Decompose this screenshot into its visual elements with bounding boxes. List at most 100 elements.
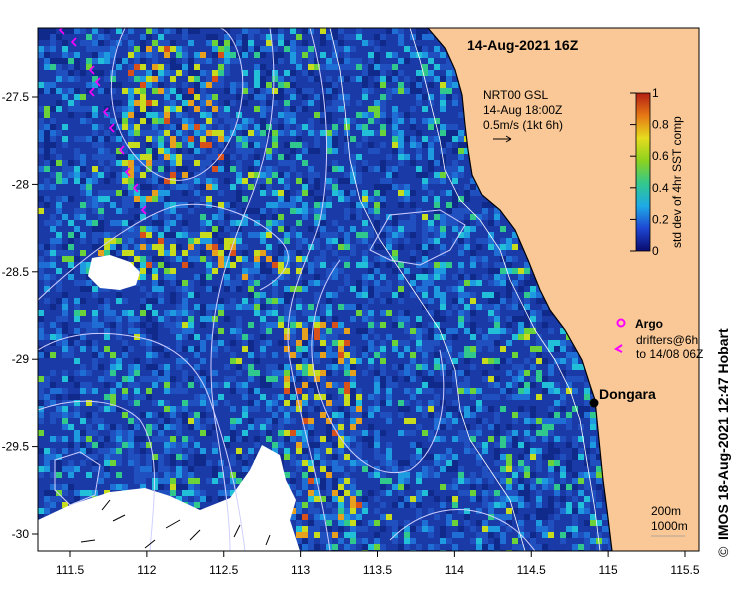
sst-pixel — [584, 472, 590, 478]
sst-pixel — [308, 394, 314, 400]
sst-pixel — [392, 76, 398, 82]
sst-pixel — [302, 526, 308, 532]
sst-pixel — [56, 34, 62, 40]
sst-pixel — [350, 178, 356, 184]
sst-pixel — [572, 442, 578, 448]
sst-pixel — [152, 322, 158, 328]
sst-pixel — [512, 394, 518, 400]
sst-pixel — [314, 544, 320, 550]
sst-pixel — [320, 388, 326, 394]
sst-pixel — [356, 400, 362, 406]
sst-pixel — [566, 508, 572, 514]
sst-pixel — [200, 232, 206, 238]
sst-pixel — [236, 436, 242, 442]
sst-pixel — [104, 250, 110, 256]
sst-pixel — [398, 400, 404, 406]
sst-pixel — [62, 178, 68, 184]
sst-pixel — [404, 190, 410, 196]
sst-pixel — [242, 34, 248, 40]
sst-pixel — [128, 52, 134, 58]
sst-pixel — [194, 376, 200, 382]
sst-pixel — [320, 352, 326, 358]
sst-pixel — [44, 454, 50, 460]
sst-pixel — [512, 472, 518, 478]
sst-pixel — [56, 490, 62, 496]
sst-pixel — [158, 490, 164, 496]
sst-pixel — [500, 520, 506, 526]
sst-pixel — [374, 544, 380, 550]
sst-pixel — [482, 406, 488, 412]
sst-pixel — [584, 394, 590, 400]
sst-pixel — [338, 490, 344, 496]
sst-pixel — [62, 406, 68, 412]
sst-pixel — [494, 274, 500, 280]
sst-pixel — [296, 346, 302, 352]
sst-pixel — [164, 112, 170, 118]
sst-pixel — [374, 532, 380, 538]
sst-pixel — [296, 340, 302, 346]
sst-pixel — [248, 364, 254, 370]
sst-pixel — [338, 196, 344, 202]
sst-pixel — [182, 34, 188, 40]
sst-pixel — [536, 448, 542, 454]
sst-pixel — [308, 52, 314, 58]
sst-pixel — [314, 148, 320, 154]
sst-pixel — [128, 130, 134, 136]
sst-pixel — [338, 268, 344, 274]
sst-pixel — [164, 88, 170, 94]
sst-pixel — [80, 418, 86, 424]
sst-pixel — [62, 466, 68, 472]
sst-pixel — [314, 328, 320, 334]
sst-pixel — [218, 238, 224, 244]
sst-pixel — [212, 472, 218, 478]
sst-pixel — [62, 58, 68, 64]
sst-pixel — [296, 256, 302, 262]
sst-pixel — [254, 28, 260, 34]
sst-pixel — [200, 58, 206, 64]
sst-pixel — [194, 490, 200, 496]
sst-pixel — [434, 514, 440, 520]
sst-pixel — [62, 52, 68, 58]
sst-pixel — [380, 184, 386, 190]
sst-pixel — [140, 376, 146, 382]
sst-pixel — [140, 172, 146, 178]
sst-pixel — [98, 58, 104, 64]
sst-pixel — [182, 304, 188, 310]
sst-pixel — [74, 172, 80, 178]
sst-pixel — [398, 544, 404, 550]
sst-pixel — [410, 220, 416, 226]
sst-pixel — [224, 400, 230, 406]
sst-pixel — [416, 334, 422, 340]
sst-pixel — [422, 292, 428, 298]
sst-pixel — [92, 442, 98, 448]
sst-pixel — [308, 460, 314, 466]
sst-pixel — [386, 376, 392, 382]
sst-pixel — [242, 394, 248, 400]
sst-pixel — [242, 220, 248, 226]
sst-pixel — [380, 100, 386, 106]
sst-pixel — [158, 190, 164, 196]
sst-pixel — [434, 382, 440, 388]
sst-pixel — [560, 358, 566, 364]
sst-pixel — [98, 436, 104, 442]
sst-pixel — [572, 376, 578, 382]
sst-pixel — [98, 376, 104, 382]
sst-pixel — [188, 232, 194, 238]
sst-pixel — [452, 100, 458, 106]
sst-pixel — [86, 184, 92, 190]
sst-pixel — [248, 448, 254, 454]
sst-pixel — [380, 34, 386, 40]
sst-pixel — [290, 70, 296, 76]
sst-pixel — [272, 412, 278, 418]
sst-pixel — [476, 214, 482, 220]
sst-pixel — [494, 340, 500, 346]
sst-pixel — [362, 274, 368, 280]
sst-pixel — [554, 514, 560, 520]
sst-pixel — [554, 460, 560, 466]
sst-pixel — [314, 400, 320, 406]
sst-pixel — [596, 544, 602, 550]
sst-pixel — [290, 484, 296, 490]
sst-pixel — [266, 364, 272, 370]
sst-pixel — [452, 286, 458, 292]
sst-pixel — [200, 100, 206, 106]
